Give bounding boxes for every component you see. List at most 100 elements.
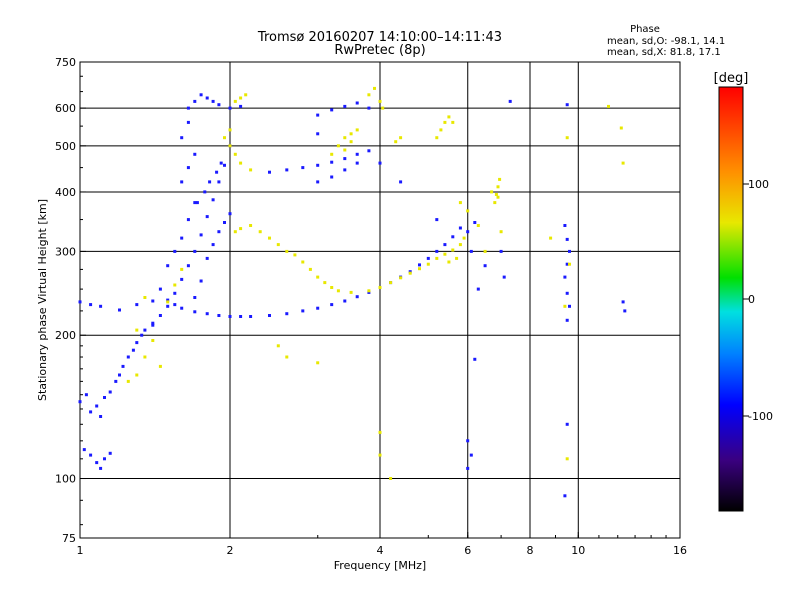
echo-point-o: [103, 457, 106, 461]
phase-stats-o: mean, sd,O: -98.1, 14.1: [607, 36, 725, 47]
y-tick-label-300: 300: [55, 245, 76, 258]
phase-stats-x: mean, sd,X: 81.8, 17.1: [607, 47, 721, 58]
echo-point-o: [268, 314, 271, 317]
echo-point-o: [565, 422, 569, 426]
echo-point-x: [276, 243, 280, 247]
y-tick-label-600: 600: [55, 102, 76, 115]
echo-point-o: [565, 318, 569, 322]
echo-point-o: [343, 299, 347, 303]
echo-point-o: [343, 104, 347, 108]
echo-point-x: [373, 86, 376, 90]
echo-point-o: [285, 312, 289, 316]
colorbar-label: [deg]: [714, 71, 749, 86]
chart-subtitle: RwPretec (8p): [334, 43, 425, 58]
echo-point-x: [549, 236, 553, 240]
echo-point-x: [394, 140, 398, 144]
echo-point-o: [239, 104, 243, 108]
echo-point-o: [186, 264, 190, 268]
echo-point-x: [389, 281, 393, 285]
y-axis-ticks: 75 100 200 300 400 500 600 750: [55, 56, 86, 545]
echo-point-o: [78, 400, 82, 404]
echo-point-x: [455, 256, 459, 260]
echo-point-o: [158, 287, 162, 291]
echo-point-o: [126, 355, 130, 359]
x-tick-label-1: 1: [77, 544, 84, 557]
echo-point-x: [228, 128, 232, 132]
echo-point-x: [458, 243, 462, 247]
colorbar-tick-label-0: 0: [748, 293, 755, 306]
echo-point-o: [108, 390, 112, 394]
echo-point-x: [143, 296, 147, 299]
echo-point-o: [466, 439, 470, 443]
echo-point-o: [228, 212, 232, 216]
echo-point-x: [447, 115, 451, 119]
echo-points: [78, 86, 627, 498]
echo-point-x: [173, 283, 177, 287]
echo-point-o: [343, 168, 347, 172]
echo-point-o: [443, 243, 447, 247]
echo-point-o: [502, 275, 506, 279]
echo-point-x: [435, 136, 439, 140]
echo-point-x: [233, 230, 237, 234]
echo-point-o: [199, 279, 203, 283]
echo-point-x: [496, 185, 500, 189]
echo-point-x: [349, 290, 353, 294]
echo-point-x: [496, 195, 500, 199]
echo-point-o: [316, 180, 320, 184]
phase-colorbar: [718, 86, 744, 512]
echo-point-o: [355, 152, 359, 156]
echo-point-o: [193, 152, 197, 156]
echo-point-x: [443, 120, 447, 124]
echo-point-o: [239, 315, 243, 318]
echo-point-x: [367, 289, 371, 293]
echo-point-o: [151, 321, 155, 325]
echo-point-o: [211, 243, 215, 247]
echo-point-o: [103, 396, 106, 399]
y-tick-label-75: 75: [62, 532, 76, 545]
echo-point-x: [493, 201, 497, 205]
echo-point-x: [135, 373, 139, 377]
echo-point-x: [476, 224, 480, 227]
echo-point-o: [173, 249, 177, 253]
echo-point-o: [330, 160, 334, 164]
echo-point-x: [233, 152, 237, 156]
echo-point-x: [426, 262, 430, 266]
echo-point-x: [451, 120, 455, 124]
echo-point-o: [89, 410, 93, 414]
x-tick-label-8: 8: [527, 544, 534, 557]
echo-point-x: [249, 224, 253, 227]
echo-point-x: [233, 99, 237, 103]
echo-point-o: [151, 323, 155, 327]
echo-point-x: [285, 355, 289, 359]
echo-point-x: [563, 304, 567, 308]
y-tick-label-200: 200: [55, 329, 76, 342]
echo-point-o: [95, 404, 99, 408]
echo-point-o: [623, 309, 627, 313]
echo-point-o: [158, 314, 162, 317]
echo-point-x: [389, 477, 393, 480]
echo-point-o: [180, 136, 184, 140]
echo-point-o: [203, 190, 207, 194]
echo-point-o: [476, 287, 480, 291]
echo-point-x: [239, 161, 243, 165]
echo-point-x: [268, 236, 271, 240]
echo-point-o: [140, 333, 144, 337]
echo-point-x: [166, 300, 170, 304]
echo-point-x: [462, 236, 466, 240]
echo-point-o: [223, 163, 226, 167]
echo-point-o: [355, 161, 359, 165]
echo-point-o: [451, 235, 455, 239]
y-axis-label: Stationary phase Virtual Height [km]: [36, 199, 49, 401]
echo-point-x: [293, 253, 297, 257]
echo-point-o: [473, 357, 477, 361]
echo-point-o: [211, 198, 215, 202]
echo-point-o: [217, 180, 221, 184]
echo-point-o: [621, 300, 625, 304]
y-tick-label-400: 400: [55, 186, 76, 199]
echo-point-x: [381, 106, 385, 110]
echo-point-x: [483, 249, 487, 253]
echo-point-o: [135, 303, 139, 307]
echo-point-o: [399, 180, 403, 184]
echo-point-x: [223, 136, 226, 140]
